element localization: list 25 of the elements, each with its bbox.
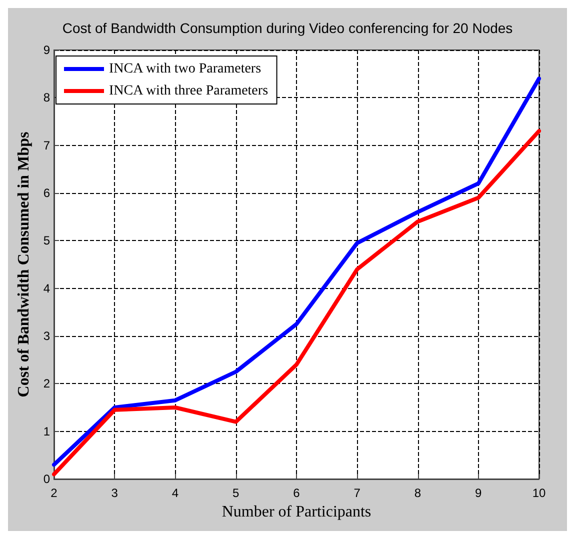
- y-tick-label: 6: [43, 186, 50, 200]
- y-tick-label: 8: [43, 90, 50, 105]
- y-tick-label: 1: [43, 424, 50, 438]
- x-tick-label: 8: [414, 486, 422, 500]
- x-tick-label: 3: [111, 486, 118, 500]
- x-tick-label: 6: [293, 486, 300, 500]
- x-axis-title: Number of Participants: [222, 503, 372, 520]
- x-tick-label: 4: [172, 486, 179, 500]
- chart-title: Cost of Bandwidth Consumption during Video conferencing for 20 Nodes: [62, 20, 513, 36]
- y-tick-label: 9: [43, 43, 50, 57]
- x-tick-label: 10: [532, 486, 546, 500]
- legend-label: INCA with three Parameters: [109, 84, 268, 98]
- y-tick-label: 7: [43, 138, 50, 152]
- y-tick-label: 0: [43, 472, 50, 486]
- y-tick-label: 3: [43, 329, 50, 343]
- y-tick-label: 2: [43, 376, 50, 391]
- x-tick-label: 9: [475, 486, 482, 500]
- legend-label: INCA with two Parameters: [109, 62, 262, 76]
- y-tick-label: 5: [43, 234, 50, 248]
- line-series: [52, 76, 541, 467]
- x-tick-label: 5: [232, 486, 240, 500]
- line-series: [52, 129, 541, 476]
- y-tick-label: 4: [43, 281, 50, 296]
- y-axis-title: Cost of Bandwidth Consumed in Mbps: [16, 132, 32, 398]
- x-tick-label: 7: [354, 486, 361, 500]
